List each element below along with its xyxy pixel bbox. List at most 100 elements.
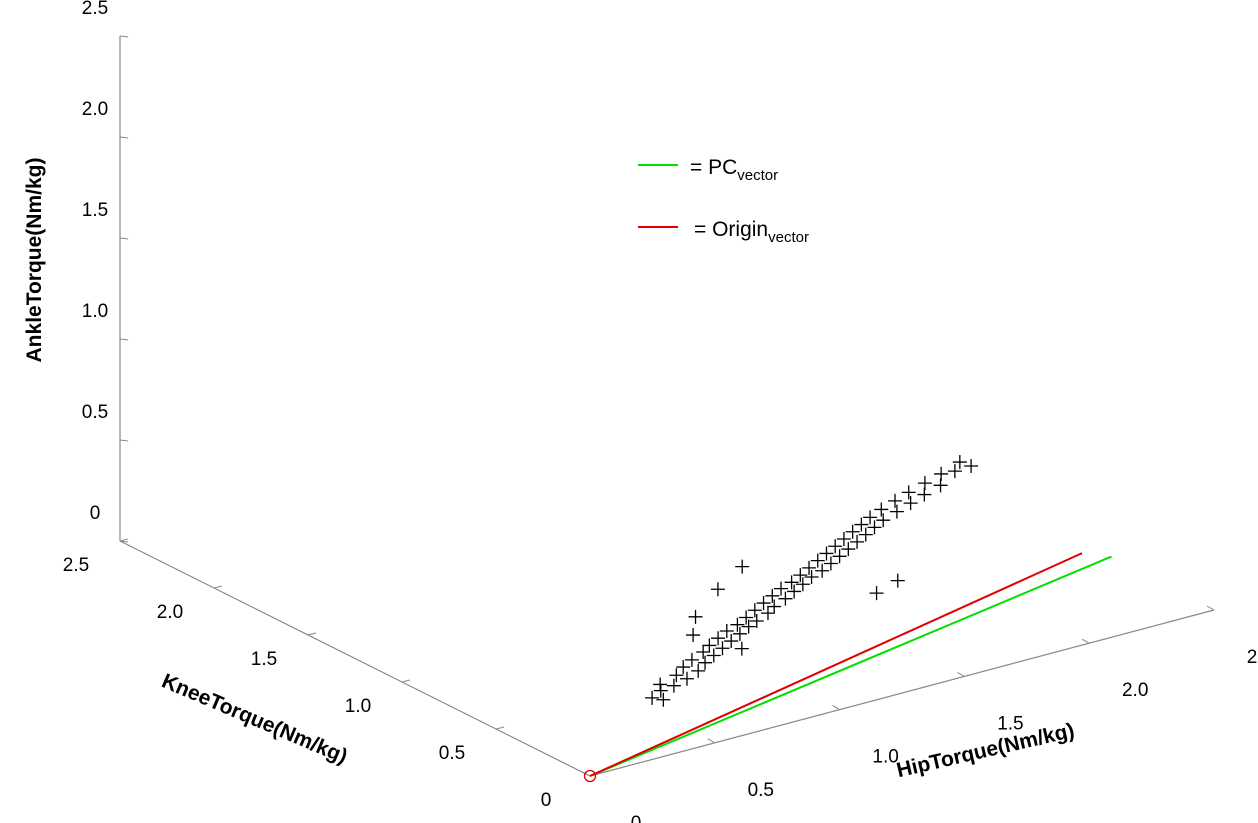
data-point [858, 527, 873, 542]
z-tick-label: 0 [90, 503, 101, 524]
data-point [715, 641, 730, 656]
data-point [876, 513, 891, 528]
x-tick-label: 0 [631, 813, 642, 823]
origin-marker [583, 769, 597, 783]
data-point [804, 570, 819, 585]
data-point [666, 678, 681, 693]
data-point [823, 556, 838, 571]
data-point [947, 464, 962, 479]
z-tick-mark [119, 540, 129, 543]
data-point [819, 546, 834, 561]
data-point [702, 638, 717, 653]
z-tick-label: 2.5 [82, 0, 108, 19]
data-point [739, 610, 754, 625]
z-tick-label: 1.0 [82, 301, 108, 322]
data-point [854, 517, 869, 532]
z-tick-label: 1.5 [82, 200, 108, 221]
z-tick-mark [119, 237, 129, 240]
data-point [679, 671, 694, 686]
data-point [850, 534, 865, 549]
data-point [890, 573, 905, 588]
data-point [698, 655, 713, 670]
data-point [774, 581, 788, 596]
x-axis-line [589, 609, 1215, 777]
z-tick-mark [119, 136, 129, 139]
data-point [784, 575, 799, 590]
data-point [934, 466, 949, 481]
data-point [656, 692, 671, 707]
y-tick-label: 0.5 [439, 743, 465, 764]
data-point [684, 652, 699, 667]
data-point [741, 619, 756, 634]
data-point [756, 596, 771, 611]
data-point [874, 502, 889, 517]
z-tick-label: 2.0 [82, 99, 108, 120]
data-point [767, 599, 782, 614]
legend: = PCvector = Originvector [638, 156, 809, 246]
data-point [730, 617, 745, 632]
data-point [793, 568, 808, 583]
y-tick-label: 2.0 [157, 602, 183, 623]
data-point [645, 690, 660, 705]
legend-label: = Originvector [694, 218, 809, 246]
data-point [711, 631, 726, 646]
x-tick-label: 2.5 [1247, 647, 1258, 668]
z-tick-label: 0.5 [82, 402, 108, 423]
data-point [869, 586, 884, 601]
data-point [867, 520, 882, 535]
data-point [686, 628, 701, 643]
x-axis-title: HipTorque(Nm/kg) [894, 719, 1076, 782]
data-point [765, 588, 780, 603]
data-point [676, 660, 691, 675]
x-tick-label: 2.0 [1122, 680, 1148, 701]
data-point [841, 542, 856, 557]
data-point [903, 496, 918, 511]
y-axis-title: KneeTorque(Nm/kg) [158, 670, 350, 769]
data-point [802, 560, 817, 575]
x-tick-mark [1081, 638, 1090, 644]
data-point [901, 485, 916, 500]
origin-vector-line [589, 552, 1083, 777]
y-tick-mark [307, 632, 317, 636]
data-point [952, 455, 967, 470]
data-points [645, 455, 979, 707]
y-tick-mark [401, 679, 411, 683]
data-point [863, 510, 878, 525]
data-point [719, 623, 734, 638]
x-tick-label: 1.0 [872, 747, 898, 768]
x-tick-label: 1.5 [997, 713, 1023, 734]
y-tick-label: 1.5 [251, 649, 277, 670]
x-tick-mark [1206, 605, 1215, 611]
data-point [815, 563, 830, 578]
data-point [696, 644, 711, 659]
data-point [787, 584, 802, 599]
y-axis-line [119, 540, 591, 777]
data-point [710, 582, 725, 597]
data-point [706, 648, 721, 663]
z-axis-title: AnkleTorque(Nm/kg) [23, 158, 46, 363]
data-point [732, 626, 747, 641]
x-tick-mark [832, 705, 840, 711]
x-tick-mark [707, 738, 716, 744]
data-point [845, 524, 860, 539]
data-point [778, 591, 793, 606]
y-tick-label: 0 [541, 790, 552, 811]
data-point [888, 493, 903, 508]
data-point [836, 532, 851, 546]
data-point [724, 634, 739, 649]
data-point [795, 577, 810, 592]
vector-lines [583, 552, 1112, 783]
x-tick-mark [582, 771, 591, 777]
y-tick-mark [213, 585, 223, 589]
z-tick-mark [119, 338, 129, 341]
data-point [669, 668, 684, 683]
x-tick-mark [957, 671, 965, 677]
data-point [917, 476, 932, 491]
z-tick-mark [119, 439, 129, 442]
y-tick-label: 1.0 [345, 696, 371, 717]
data-point [810, 553, 825, 568]
legend-label: = PCvector [690, 156, 778, 184]
data-point [828, 539, 843, 554]
pc-vector-line [589, 555, 1112, 777]
